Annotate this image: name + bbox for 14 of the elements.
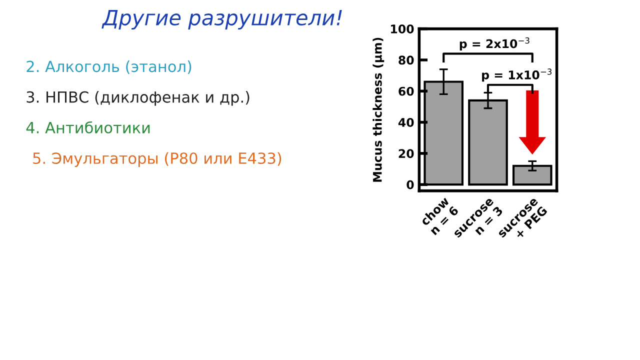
y-tick-label: 20: [398, 149, 414, 158]
annotation: p = 1x10$^{−3}$: [482, 68, 552, 82]
text: 3. НПВС (диклофенак и др.): [26, 91, 250, 106]
text: 5. Эмульгаторы (P80 или E433): [33, 152, 282, 167]
text: 2. Алкоголь (этанол): [26, 60, 192, 74]
y-tick-label: 100: [391, 24, 414, 34]
y-tick-label: 60: [398, 86, 414, 96]
y-axis-title: Mucus thickness (µm): [372, 38, 384, 182]
y-tick-label: 40: [398, 118, 414, 127]
y-tick-label: 80: [398, 56, 414, 65]
text: 4. Антибиотики: [26, 121, 150, 134]
text: Другие разрушители!: [102, 10, 342, 30]
annotation: p = 2x10$^{−3}$: [460, 37, 530, 50]
y-tick-label: 0: [406, 180, 414, 190]
